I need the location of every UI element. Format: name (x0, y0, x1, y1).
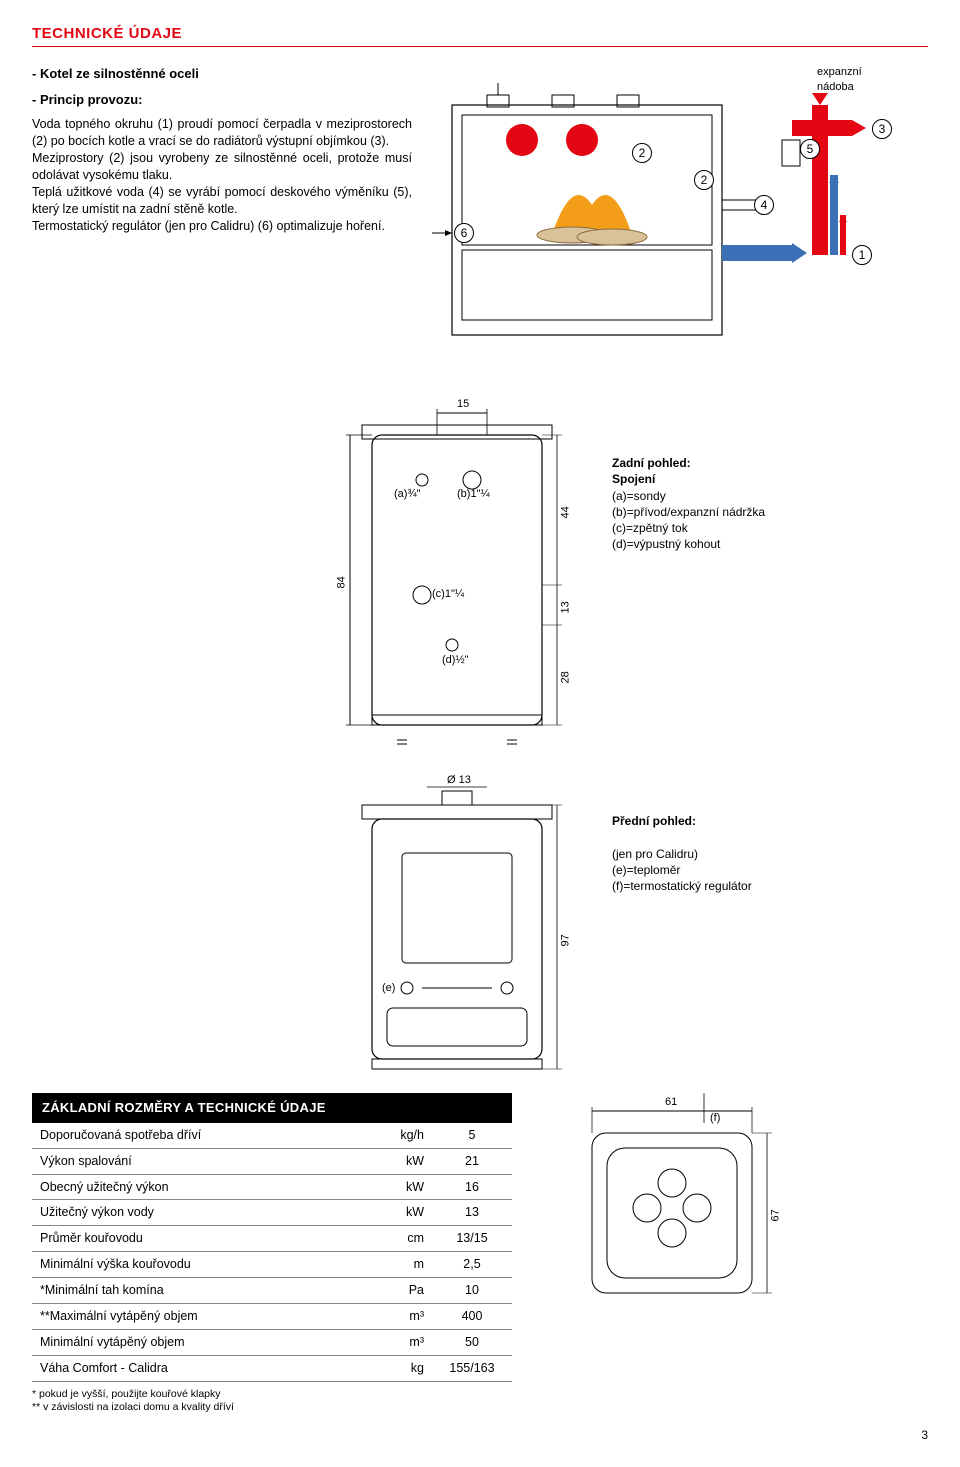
spec-unit: kW (372, 1148, 432, 1174)
table-row: Minimální vytápěný objemm³50 (32, 1329, 512, 1355)
spec-value: 5 (432, 1123, 512, 1148)
label-f: (f) (710, 1111, 720, 1126)
front-legend-title: Přední pohled: (612, 813, 928, 829)
spec-table-wrap: ZÁKLADNÍ ROZMĚRY A TECHNICKÉ ÚDAJE Dopor… (32, 1093, 512, 1415)
principle-diagram: 6 2 2 4 1 5 3 expanzní nádoba (432, 65, 928, 365)
table-row: *Minimální tah komínaPa10 (32, 1278, 512, 1304)
rear-legend-title: Zadní pohled: (612, 455, 928, 471)
spec-name: Užitečný výkon vody (32, 1200, 372, 1226)
table-row: Užitečný výkon vodykW13 (32, 1200, 512, 1226)
rear-legend-c: (c)=zpětný tok (612, 520, 928, 536)
spec-value: 50 (432, 1329, 512, 1355)
spec-value: 21 (432, 1148, 512, 1174)
rear-legend-sub: Spojení (612, 471, 928, 487)
label-c: (c)1"¼ (432, 587, 464, 602)
spec-unit: m³ (372, 1329, 432, 1355)
intro-text: - Kotel ze silnostěnné oceli - Princip p… (32, 65, 412, 365)
spec-name: Doporučovaná spotřeba dříví (32, 1123, 372, 1148)
dim-13: 13 (559, 602, 574, 614)
table-row: Váha Comfort - Calidrakg155/163 (32, 1355, 512, 1381)
front-view-diagram: Ø 13 (e) 97 (332, 783, 592, 1083)
page-number: 3 (32, 1427, 928, 1443)
spec-value: 16 (432, 1174, 512, 1200)
bullet-1: - Kotel ze silnostěnné oceli (32, 65, 412, 83)
dim-84: 84 (335, 577, 350, 589)
dim-61: 61 (665, 1095, 677, 1110)
dim-67: 67 (769, 1210, 784, 1222)
spec-name: *Minimální tah komína (32, 1278, 372, 1304)
rear-legend-d: (d)=výpustný kohout (612, 536, 928, 552)
spec-unit: cm (372, 1226, 432, 1252)
rear-legend-b: (b)=přívod/expanzní nádržka (612, 504, 928, 520)
dim-diam13: Ø 13 (447, 773, 471, 788)
front-legend-e: (e)=teploměr (612, 862, 928, 878)
table-row: Výkon spalováníkW21 (32, 1148, 512, 1174)
plan-view-diagram: (f) 61 67 (532, 1093, 928, 1333)
spec-unit: m³ (372, 1303, 432, 1329)
dim-28: 28 (559, 672, 574, 684)
spec-unit: Pa (372, 1278, 432, 1304)
spec-table: Doporučovaná spotřeba dřívíkg/h5Výkon sp… (32, 1123, 512, 1382)
spec-unit: m (372, 1252, 432, 1278)
spec-value: 155/163 (432, 1355, 512, 1381)
dim-44: 44 (559, 507, 574, 519)
label-a: (a)¾" (394, 487, 421, 502)
spec-unit: kg/h (372, 1123, 432, 1148)
spec-unit: kg (372, 1355, 432, 1381)
spec-unit: kW (372, 1174, 432, 1200)
rear-view-diagram: 15 (a)¾" (b)1"¼ (c)1"¼ (d)½" 84 44 13 28 (332, 395, 592, 765)
footnote-1: * pokud je vyšší, použijte kouřové klapk… (32, 1388, 512, 1402)
label-e: (e) (382, 981, 395, 996)
rear-legend-a: (a)=sondy (612, 488, 928, 504)
spec-value: 2,5 (432, 1252, 512, 1278)
front-view-legend: Přední pohled: (jen pro Calidru) (e)=tep… (612, 783, 928, 1083)
front-legend-note: (jen pro Calidru) (612, 846, 928, 862)
rear-view-row: 15 (a)¾" (b)1"¼ (c)1"¼ (d)½" 84 44 13 28… (32, 395, 928, 765)
table-row: Minimální výška kouřovodum2,5 (32, 1252, 512, 1278)
footnotes: * pokud je vyšší, použijte kouřové klapk… (32, 1388, 512, 1415)
table-row: Obecný užitečný výkonkW16 (32, 1174, 512, 1200)
spec-unit: kW (372, 1200, 432, 1226)
dim-97: 97 (559, 935, 574, 947)
table-row: **Maximální vytápěný objemm³400 (32, 1303, 512, 1329)
spec-value: 400 (432, 1303, 512, 1329)
bullet-2-body: Voda topného okruhu (1) proudí pomocí če… (32, 116, 412, 234)
bullet-2-head: - Princip provozu: (32, 91, 412, 109)
label-b: (b)1"¼ (457, 487, 490, 502)
label-d: (d)½" (442, 653, 469, 668)
spec-value: 13/15 (432, 1226, 512, 1252)
section-title: TECHNICKÉ ÚDAJE (32, 24, 928, 47)
front-legend-f: (f)=termostatický regulátor (612, 878, 928, 894)
spec-name: Minimální vytápěný objem (32, 1329, 372, 1355)
footnote-2: ** v závislosti na izolaci domu a kvalit… (32, 1401, 512, 1415)
table-row: Doporučovaná spotřeba dřívíkg/h5 (32, 1123, 512, 1148)
table-row: Průměr kouřovoducm13/15 (32, 1226, 512, 1252)
top-row: - Kotel ze silnostěnné oceli - Princip p… (32, 65, 928, 365)
spec-name: Průměr kouřovodu (32, 1226, 372, 1252)
spec-section: ZÁKLADNÍ ROZMĚRY A TECHNICKÉ ÚDAJE Dopor… (32, 1093, 928, 1415)
spec-name: Minimální výška kouřovodu (32, 1252, 372, 1278)
spec-name: Výkon spalování (32, 1148, 372, 1174)
spec-name: Obecný užitečný výkon (32, 1174, 372, 1200)
front-view-row: Ø 13 (e) 97 Přední pohled: (jen pro Cali… (32, 783, 928, 1083)
spec-value: 13 (432, 1200, 512, 1226)
spec-name: **Maximální vytápěný objem (32, 1303, 372, 1329)
spec-name: Váha Comfort - Calidra (32, 1355, 372, 1381)
spec-title-bar: ZÁKLADNÍ ROZMĚRY A TECHNICKÉ ÚDAJE (32, 1093, 512, 1123)
expanzni-label: expanzní nádoba (817, 65, 862, 95)
spec-value: 10 (432, 1278, 512, 1304)
rear-view-legend: Zadní pohled: Spojení (a)=sondy (b)=přív… (612, 395, 928, 765)
dim-15: 15 (457, 397, 469, 412)
